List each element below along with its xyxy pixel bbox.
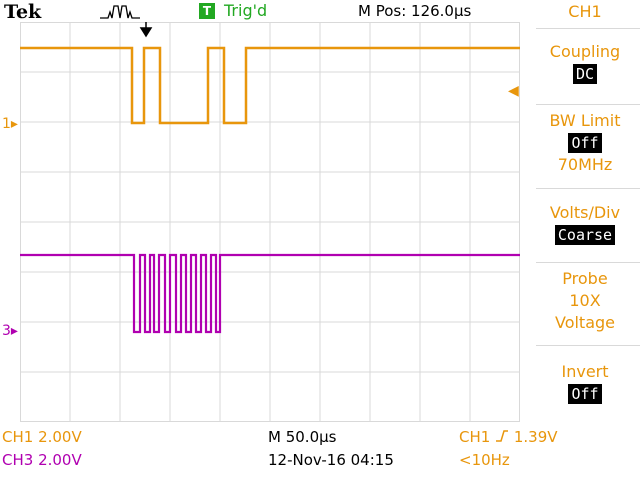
trigger-source: CH1 — [459, 428, 491, 446]
ch1-waveform — [20, 46, 520, 125]
volts-div-label: Volts/Div — [549, 203, 621, 222]
timebase-readout: M 50.0µs — [268, 428, 337, 446]
bw-limit-value: Off — [568, 133, 602, 153]
ch1-marker-label: 1 — [2, 116, 11, 132]
probe-button[interactable]: Probe 10X Voltage — [530, 268, 640, 334]
coupling-label: Coupling — [549, 42, 621, 61]
volts-div-value: Coarse — [554, 225, 616, 245]
invert-label: Invert — [561, 362, 609, 381]
brand-logo: Tek — [4, 1, 42, 23]
probe-type: Voltage — [554, 313, 615, 332]
menu-title: CH1 — [568, 2, 602, 21]
menu-divider — [536, 345, 640, 346]
menu-divider — [536, 28, 640, 29]
top-status-bar: Tek T Trig'd M Pos: 126.0µs — [0, 0, 530, 23]
coupling-button[interactable]: Coupling DC — [530, 41, 640, 85]
channel-menu: CH1 Coupling DC BW Limit Off 70MHz Volts… — [530, 0, 640, 420]
trigger-status-badge: T — [199, 3, 215, 19]
bw-limit-button[interactable]: BW Limit Off 70MHz — [530, 110, 640, 176]
date-time-readout: 12-Nov-16 04:15 — [268, 451, 394, 469]
bw-limit-label: BW Limit — [549, 111, 621, 130]
ch1-ground-marker: 1▸ — [2, 116, 18, 132]
ch3-ground-marker: 3▸ — [2, 323, 18, 339]
waveform-display — [20, 22, 520, 422]
trigger-readout: CH1 1.39V — [459, 428, 558, 446]
acquisition-pulse-icon — [100, 5, 140, 19]
invert-button[interactable]: Invert Off — [530, 361, 640, 405]
bw-limit-frequency: 70MHz — [557, 155, 613, 174]
trigger-frequency: <10Hz — [459, 451, 510, 469]
probe-attenuation: 10X — [569, 291, 601, 310]
menu-divider — [536, 262, 640, 263]
horizontal-position: M Pos: 126.0µs — [358, 2, 472, 20]
ch3-waveform — [20, 253, 520, 334]
trigger-position-marker — [139, 22, 153, 38]
probe-label: Probe — [562, 269, 608, 288]
ch3-scale: CH3 2.00V — [2, 451, 82, 469]
coupling-value: DC — [572, 64, 598, 84]
invert-value: Off — [568, 384, 602, 404]
trigger-level-marker: ◀ — [508, 83, 519, 99]
menu-divider — [536, 104, 640, 105]
rising-edge-icon — [496, 430, 509, 442]
graticule-grid — [20, 22, 520, 422]
menu-divider — [536, 188, 640, 189]
ch3-marker-label: 3 — [2, 323, 11, 339]
ch1-scale: CH1 2.00V — [2, 428, 82, 446]
volts-div-button[interactable]: Volts/Div Coarse — [530, 202, 640, 246]
trigger-level: 1.39V — [513, 428, 558, 446]
trigger-status-text: Trig'd — [224, 1, 268, 20]
